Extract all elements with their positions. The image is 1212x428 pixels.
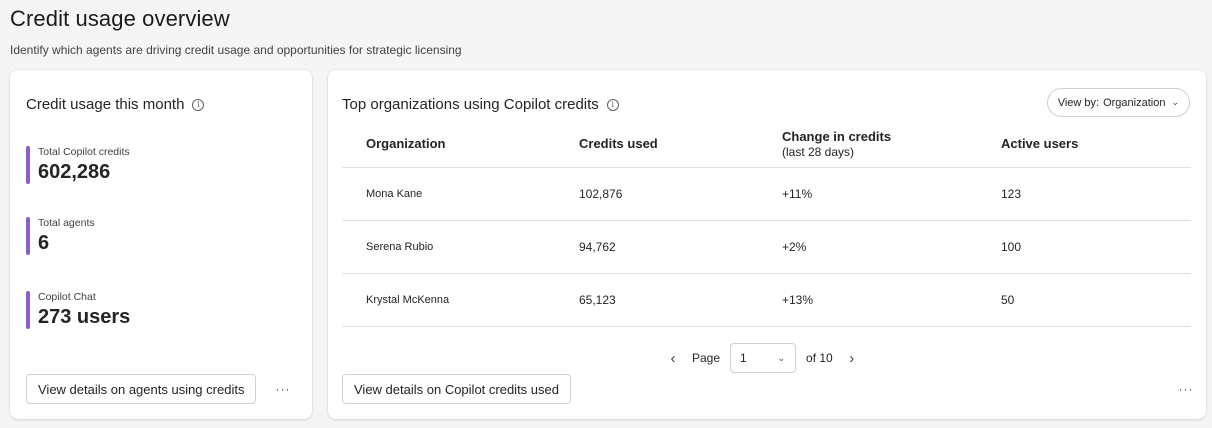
chevron-right-icon[interactable]: › [849, 349, 855, 367]
cell-credits-used: 102,876 [579, 187, 623, 201]
pagination-total: of 10 [806, 351, 833, 365]
table-row[interactable]: Mona Kane 102,876 +11% 123 [342, 168, 1191, 221]
more-horizontal-icon[interactable]: ··· [1178, 382, 1194, 396]
metric-accent-bar [26, 146, 30, 184]
top-organizations-card: Top organizations using Copilot credits … [328, 70, 1206, 419]
column-header-organization[interactable]: Organization [366, 136, 446, 151]
metric-total-copilot-credits: Total Copilot credits 602,286 [26, 146, 130, 184]
metric-label: Total agents [38, 217, 95, 229]
credit-usage-card-header: Credit usage this month i [26, 96, 205, 113]
table-row[interactable]: Krystal McKenna 65,123 +13% 50 [342, 274, 1191, 327]
view-by-value: Organization [1103, 96, 1166, 109]
page-number-value: 1 [740, 351, 747, 365]
view-by-dropdown[interactable]: View by: Organization ⌄ [1046, 88, 1190, 117]
chevron-down-icon: ⌄ [777, 352, 786, 363]
metric-copilot-chat: Copilot Chat 273 users [26, 291, 130, 329]
cell-active-users: 50 [1001, 293, 1015, 307]
cell-change-in-credits: +11% [782, 187, 813, 201]
metric-label: Total Copilot credits [38, 146, 130, 158]
column-header-active-users[interactable]: Active users [1001, 136, 1079, 151]
credit-usage-card: Credit usage this month i Total Copilot … [10, 70, 312, 419]
metric-accent-bar [26, 291, 30, 329]
view-agents-details-button[interactable]: View details on agents using credits [26, 374, 257, 404]
page-subtitle: Identify which agents are driving credit… [10, 43, 462, 57]
column-header-change-in-credits[interactable]: Change in credits (last 28 days) [782, 129, 891, 159]
metric-value: 273 users [38, 306, 131, 328]
metric-accent-bar [26, 217, 30, 255]
table-header: Organization Credits used Change in cred… [342, 126, 1191, 168]
top-organizations-card-title: Top organizations using Copilot credits [342, 96, 599, 113]
page-number-select[interactable]: 1 ⌄ [730, 343, 797, 373]
metric-value: 602,286 [38, 161, 111, 183]
page-title: Credit usage overview [10, 6, 230, 31]
column-header-label: Change in credits [782, 129, 892, 144]
cell-credits-used: 94,762 [579, 240, 616, 254]
organizations-table: Organization Credits used Change in cred… [342, 126, 1191, 327]
cell-active-users: 100 [1001, 240, 1022, 254]
cell-organization: Mona Kane [366, 188, 423, 200]
credit-usage-card-title: Credit usage this month [26, 96, 185, 113]
metric-label: Copilot Chat [38, 291, 96, 303]
info-icon[interactable]: i [606, 98, 619, 111]
view-by-label: View by: [1057, 96, 1100, 109]
cell-active-users: 123 [1001, 187, 1022, 201]
more-horizontal-icon[interactable]: ··· [275, 382, 291, 396]
cell-organization: Serena Rubio [366, 241, 434, 253]
metric-total-agents: Total agents 6 [26, 217, 95, 255]
cell-change-in-credits: +13% [782, 293, 814, 307]
cell-change-in-credits: +2% [782, 240, 807, 254]
view-credits-details-button[interactable]: View details on Copilot credits used [342, 374, 571, 404]
top-organizations-card-header: Top organizations using Copilot credits … [342, 96, 619, 113]
pagination-label: Page [692, 351, 721, 365]
chevron-down-icon: ⌄ [1171, 97, 1179, 107]
cell-credits-used: 65,123 [579, 293, 616, 307]
chevron-left-icon[interactable]: ‹ [670, 349, 676, 367]
table-row[interactable]: Serena Rubio 94,762 +2% 100 [342, 221, 1191, 274]
cell-organization: Krystal McKenna [366, 294, 450, 306]
metric-value: 6 [38, 232, 50, 254]
info-icon[interactable]: i [192, 98, 205, 111]
pagination: ‹ Page 1 ⌄ of 10 › [664, 343, 861, 373]
column-header-credits-used[interactable]: Credits used [579, 136, 658, 151]
column-header-sub-label: (last 28 days) [782, 145, 855, 159]
